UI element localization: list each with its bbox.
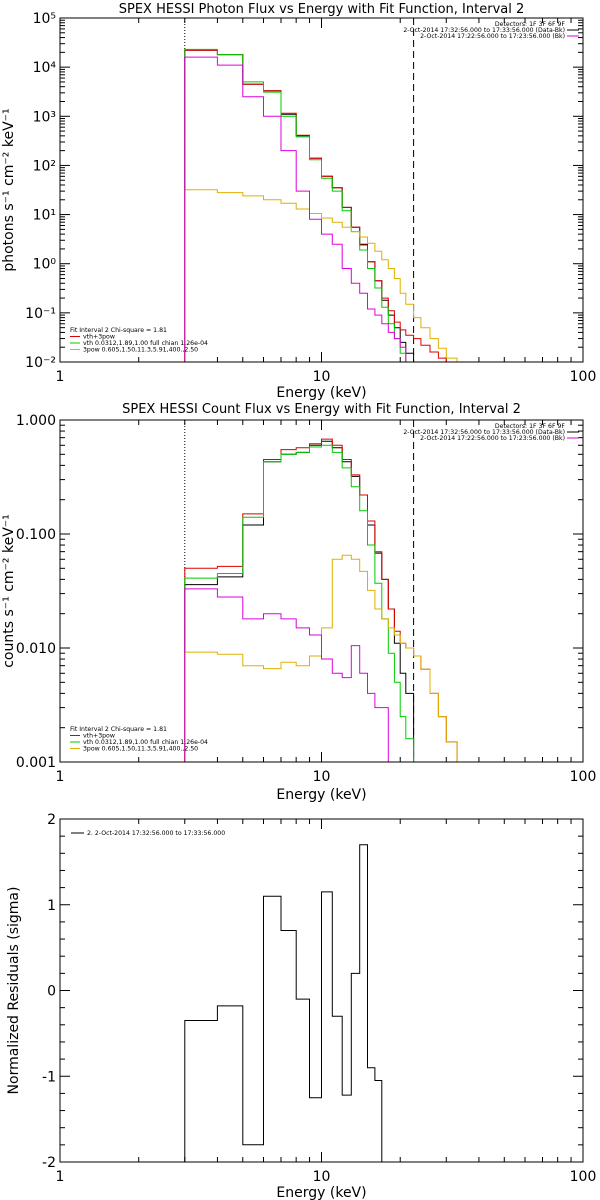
- plot-frame: [59, 818, 584, 1163]
- x-tick-label: 10: [313, 769, 331, 785]
- series-line-vth: [184, 48, 414, 362]
- legend-bottom-entry: vth+3pow: [83, 733, 115, 740]
- series-line-vth-3pow: [184, 438, 458, 762]
- series-group: [184, 844, 414, 1162]
- series-line-3pow: [184, 189, 458, 362]
- y-tick-label: 1.000: [16, 413, 56, 429]
- x-tick-label: 1: [56, 1169, 65, 1185]
- legend-top-entry: 2-Oct-2014 17:22:56.000 to 17:23:56.000 …: [420, 435, 565, 442]
- chart-panel-1: 1 10 100 10⁻² 10⁻¹ 10⁰ 10¹ 10² 10³ 10⁴ 10⁵ SPEX HES…: [1, 2, 596, 401]
- legend-bottom-entry: Fit Interval 2 Chi-square = 1.81: [70, 726, 167, 733]
- plot-frame: [59, 419, 584, 763]
- chart-title: SPEX HESSI Count Flux vs Energy with Fit…: [122, 402, 521, 417]
- legend-bottom-entry: Fit Interval 2 Chi-square = 1.81: [70, 327, 167, 334]
- legend-top-entry: Detectors: 1F 3F 6F 9F: [495, 21, 566, 28]
- x-tick-label: 100: [570, 369, 597, 385]
- chart-title: SPEX HESSI Photon Flux vs Energy with Fi…: [119, 2, 525, 17]
- series-line-bk: [184, 588, 389, 762]
- series-line-data-bk: [184, 440, 415, 762]
- legend-bottom-entry: vth 0.0312,1.89,1.00 full chian 1.26e-04: [83, 340, 208, 347]
- x-axis-label: Energy (keV): [276, 385, 366, 401]
- chart-panel-3: 1 10 100 -2 -1 0 1 2 Energy (keV) Normalized Resi…: [6, 812, 596, 1200]
- y-tick-label: 10⁵: [33, 11, 56, 27]
- legend-bottom-entry: 3pow 0.605,1.50,11.3,5.91,400.,2.50: [83, 347, 198, 354]
- x-tick-label: 1: [56, 769, 65, 785]
- y-tick-label: 10⁰: [33, 257, 57, 273]
- y-tick-label: 1: [47, 898, 56, 914]
- x-tick-label: 10: [313, 369, 331, 385]
- y-axis-label: Normalized Residuals (sigma): [6, 887, 22, 1095]
- y-tick-label: 0.010: [16, 641, 56, 657]
- series-line-3pow: [184, 554, 458, 762]
- legend-top-entry: Detectors: 1F 3F 6F 9F: [495, 423, 566, 430]
- x-axis-label: Energy (keV): [276, 1185, 366, 1200]
- x-tick-label: 100: [570, 1169, 597, 1185]
- y-axis-label: photons s⁻¹ cm⁻² keV⁻¹: [1, 108, 17, 271]
- series-group: [184, 438, 458, 762]
- y-tick-label: 2: [47, 812, 56, 828]
- y-axis-label: counts s⁻¹ cm⁻² keV⁻¹: [1, 514, 17, 668]
- x-tick-label: 10: [313, 1169, 331, 1185]
- series-line-vth-3pow: [184, 49, 458, 362]
- legend-entry: 2. 2-Oct-2014 17:32:56.000 to 17:33:56.0…: [87, 830, 225, 837]
- legend-top-entry: 2-Oct-2014 17:22:56.000 to 17:23:56.000 …: [420, 33, 565, 40]
- y-tick-label: 10³: [33, 109, 56, 125]
- series-group: [184, 48, 458, 362]
- y-tick-label: 10⁻²: [25, 355, 56, 371]
- series-line-residuals: [184, 844, 414, 1162]
- y-tick-label: 10²: [33, 158, 56, 174]
- legend-top-entry: 2-Oct-2014 17:32:56.000 to 17:33:56.000 …: [403, 429, 565, 436]
- y-tick-label: -2: [42, 1155, 56, 1171]
- y-tick-label: 10⁴: [33, 60, 57, 76]
- series-line-bk: [184, 56, 407, 362]
- chart-panel-2: 1 10 100 0.001 0.010 0.100 1.000 SPEX HESSI Cou…: [1, 402, 596, 803]
- x-tick-label: 100: [570, 769, 597, 785]
- legend-bottom-entry: 3pow 0.605,1.50,11.3,5.91,400.,2.50: [83, 746, 198, 753]
- y-tick-label: -1: [42, 1069, 56, 1085]
- y-tick-label: 0.001: [16, 755, 56, 771]
- y-tick-label: 10¹: [33, 208, 56, 224]
- legend-bottom-entry: vth+3pow: [83, 334, 115, 341]
- y-tick-label: 10⁻¹: [25, 306, 56, 322]
- x-axis-label: Energy (keV): [276, 787, 366, 803]
- legend-top-entry: 2-Oct-2014 17:32:56.000 to 17:33:56.000 …: [403, 27, 565, 34]
- legend-bottom-entry: vth 0.0312,1.89,1.00 full chian 1.26e-04: [83, 739, 208, 746]
- plot-frame: [59, 17, 584, 363]
- y-tick-label: 0.100: [16, 527, 56, 543]
- series-line-vth: [184, 444, 415, 762]
- y-tick-label: 0: [47, 984, 56, 1000]
- x-tick-label: 1: [56, 369, 65, 385]
